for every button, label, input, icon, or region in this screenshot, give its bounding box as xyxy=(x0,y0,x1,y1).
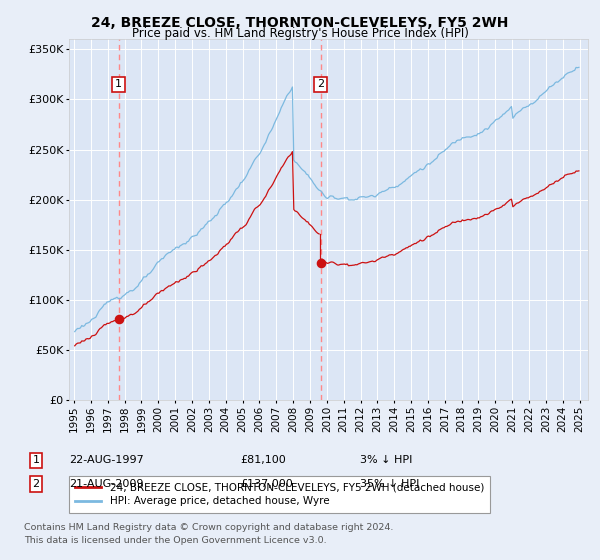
Text: Price paid vs. HM Land Registry's House Price Index (HPI): Price paid vs. HM Land Registry's House … xyxy=(131,27,469,40)
Legend: 24, BREEZE CLOSE, THORNTON-CLEVELEYS, FY5 2WH (detached house), HPI: Average pri: 24, BREEZE CLOSE, THORNTON-CLEVELEYS, FY… xyxy=(69,476,490,513)
Point xyxy=(114,315,124,324)
Text: 21-AUG-2009: 21-AUG-2009 xyxy=(69,479,143,489)
Text: 2: 2 xyxy=(32,479,40,489)
Point xyxy=(316,259,326,268)
Text: This data is licensed under the Open Government Licence v3.0.: This data is licensed under the Open Gov… xyxy=(24,536,326,545)
Text: 3% ↓ HPI: 3% ↓ HPI xyxy=(360,455,412,465)
Text: 22-AUG-1997: 22-AUG-1997 xyxy=(69,455,144,465)
Text: 1: 1 xyxy=(115,80,122,90)
Text: £81,100: £81,100 xyxy=(240,455,286,465)
Text: £137,000: £137,000 xyxy=(240,479,293,489)
Text: Contains HM Land Registry data © Crown copyright and database right 2024.: Contains HM Land Registry data © Crown c… xyxy=(24,523,394,532)
Text: 1: 1 xyxy=(32,455,40,465)
Text: 2: 2 xyxy=(317,80,325,90)
Text: 24, BREEZE CLOSE, THORNTON-CLEVELEYS, FY5 2WH: 24, BREEZE CLOSE, THORNTON-CLEVELEYS, FY… xyxy=(91,16,509,30)
Text: 35% ↓ HPI: 35% ↓ HPI xyxy=(360,479,419,489)
